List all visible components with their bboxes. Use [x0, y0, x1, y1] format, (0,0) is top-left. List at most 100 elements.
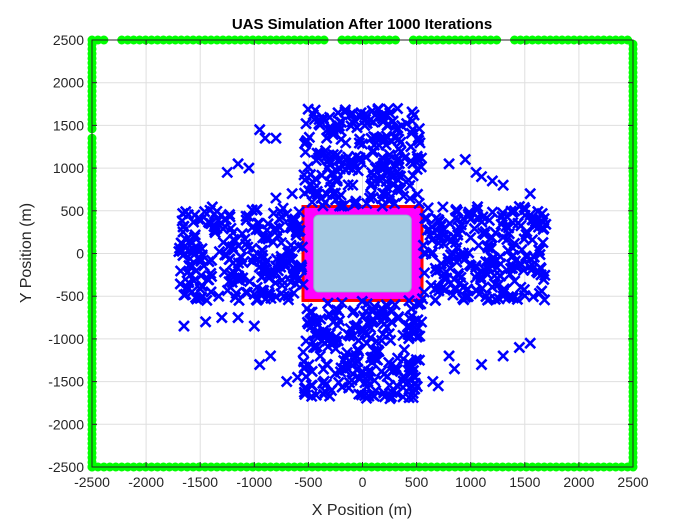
uas-marker — [418, 247, 431, 260]
uas-marker — [390, 387, 403, 400]
uas-marker — [369, 384, 382, 397]
x-tick-label: -2000 — [128, 474, 164, 490]
uas-marker — [471, 200, 484, 213]
uas-marker — [508, 275, 521, 287]
uas-marker — [537, 223, 550, 236]
uas-marker — [364, 114, 376, 127]
uas-marker — [397, 190, 410, 203]
uas-marker — [286, 187, 299, 200]
uas-marker — [440, 266, 453, 279]
uas-marker — [355, 156, 368, 169]
uas-marker — [470, 166, 483, 179]
uas-marker — [331, 154, 344, 167]
uas-marker — [515, 243, 528, 256]
uas-marker — [534, 248, 546, 261]
uas-marker — [403, 391, 416, 404]
uas-marker — [240, 210, 253, 223]
uas-marker — [255, 284, 268, 297]
uas-marker — [406, 123, 419, 136]
uas-marker — [253, 123, 266, 136]
y-tick-label: -1000 — [48, 331, 84, 347]
uas-marker — [364, 189, 377, 202]
uas-marker — [364, 365, 377, 378]
uas-marker — [295, 263, 308, 276]
uas-marker — [497, 231, 509, 244]
uas-marker — [321, 161, 334, 174]
uas-marker — [536, 236, 549, 249]
uas-marker — [314, 119, 326, 131]
uas-marker — [218, 248, 231, 261]
uas-marker — [314, 147, 326, 160]
uas-marker — [338, 199, 350, 212]
uas-marker — [270, 192, 282, 204]
uas-marker — [394, 145, 407, 158]
uas-marker — [367, 313, 380, 326]
uas-marker — [189, 229, 202, 241]
uas-marker — [186, 236, 199, 249]
uas-marker — [348, 304, 360, 317]
uas-marker — [475, 358, 488, 371]
uas-marker — [235, 251, 248, 264]
uas-marker — [414, 136, 426, 149]
uas-marker — [296, 278, 309, 291]
uas-marker — [320, 327, 333, 340]
uas-marker — [411, 152, 424, 165]
uas-marker — [179, 205, 192, 218]
y-tick-label: 2500 — [53, 32, 84, 48]
uas-marker — [436, 201, 449, 213]
uas-marker — [295, 261, 308, 274]
y-tick-label: 0 — [76, 246, 84, 262]
uas-marker — [323, 111, 336, 124]
uas-marker — [265, 292, 277, 305]
uas-marker — [296, 241, 309, 254]
uas-marker — [246, 255, 259, 268]
uas-marker — [367, 130, 380, 143]
x-tick-label: 1500 — [509, 474, 540, 490]
uas-marker — [177, 220, 190, 233]
uas-marker — [232, 311, 244, 324]
uas-marker — [335, 296, 348, 309]
uas-marker — [195, 269, 207, 282]
uas-marker — [334, 154, 347, 167]
uas-marker — [367, 303, 380, 316]
uas-marker — [517, 264, 530, 277]
uas-marker — [233, 294, 245, 307]
uas-marker — [205, 254, 218, 267]
uas-marker — [221, 166, 234, 179]
uas-marker — [366, 356, 379, 369]
uas-marker — [224, 267, 237, 280]
x-tick-label: 2500 — [617, 474, 648, 490]
uas-marker — [188, 209, 201, 221]
uas-marker — [221, 284, 234, 297]
uas-marker — [330, 174, 342, 187]
uas-marker — [448, 362, 461, 375]
uas-marker — [461, 290, 474, 303]
uas-marker — [309, 104, 322, 117]
uas-marker — [232, 157, 244, 170]
uas-marker — [487, 251, 500, 264]
uas-marker — [385, 190, 398, 203]
uas-marker — [404, 192, 417, 205]
uas-marker — [370, 335, 383, 348]
uas-marker — [327, 123, 339, 136]
uas-marker — [406, 106, 419, 118]
uas-marker — [345, 119, 357, 132]
uas-marker — [253, 358, 266, 371]
uas-marker — [429, 294, 442, 307]
uas-marker — [353, 133, 366, 146]
uas-marker — [310, 389, 323, 402]
boundary-markers — [87, 35, 638, 472]
uas-marker — [489, 255, 501, 268]
uas-marker — [304, 178, 317, 191]
uas-marker — [359, 326, 372, 339]
uas-marker — [483, 292, 496, 305]
uas-marker — [351, 343, 364, 356]
uas-marker — [367, 144, 380, 157]
uas-marker — [526, 233, 539, 246]
uas-marker — [523, 260, 536, 273]
uas-marker — [347, 158, 360, 171]
uas-marker — [352, 388, 365, 401]
uas-marker — [332, 304, 345, 317]
axis-ticks: -2500 -2000 -1500 -1000 -500 0 500 1000 1500 2000… — [48, 32, 649, 490]
uas-marker — [375, 192, 388, 205]
